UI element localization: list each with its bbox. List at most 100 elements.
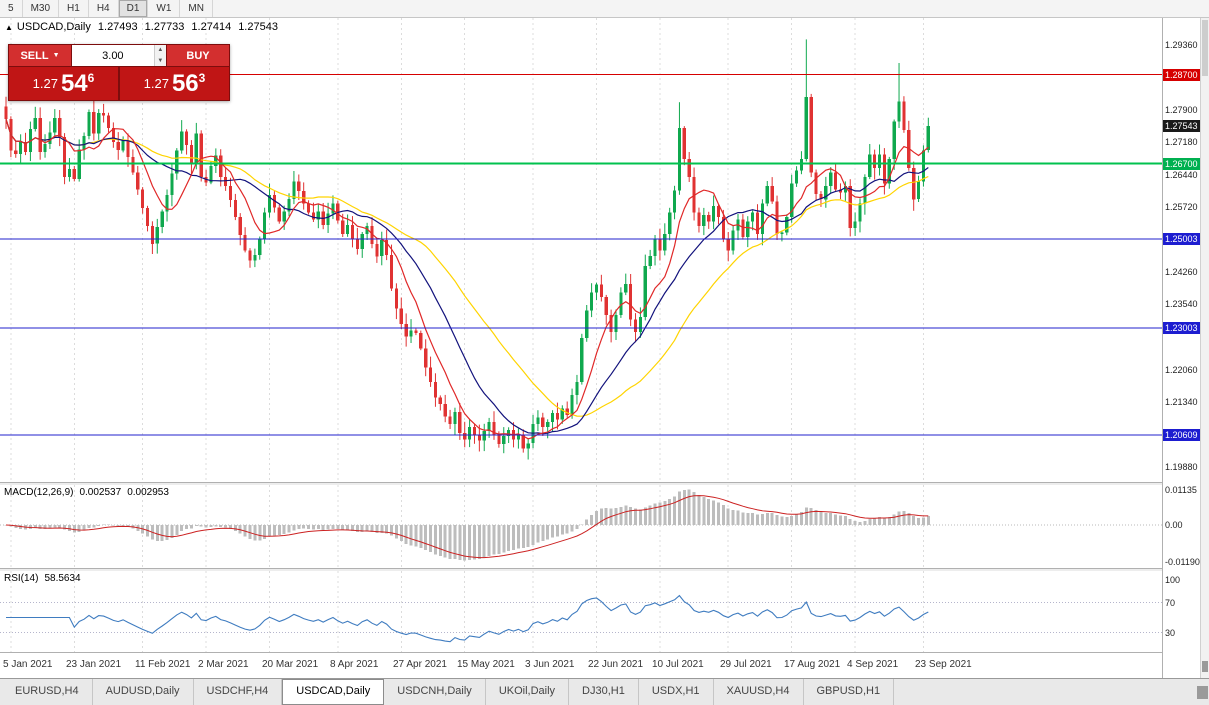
date-label: 22 Jun 2021 — [588, 659, 644, 670]
macd-axis-label: 0.00 — [1165, 520, 1183, 530]
chart-workspace: ▲ USDCAD,Daily 1.27493 1.27733 1.27414 1.2754… — [0, 18, 1209, 678]
chart-tab-gbpusd-h1[interactable]: GBPUSD,H1 — [804, 679, 895, 705]
volume-down-button[interactable]: ▼ — [154, 55, 166, 66]
date-label: 17 Aug 2021 — [784, 659, 841, 670]
price-chart-canvas[interactable] — [0, 18, 1162, 482]
macd-canvas[interactable] — [0, 485, 1162, 568]
date-label: 29 Jul 2021 — [720, 659, 772, 670]
rsi-canvas[interactable] — [0, 571, 1162, 652]
sell-price-prefix: 1.27 — [32, 76, 58, 91]
sell-button[interactable]: SELL ▼ — [9, 45, 71, 66]
volume-up-button[interactable]: ▲ — [154, 45, 166, 56]
macd-axis-label: 0.01135 — [1165, 485, 1197, 495]
macd-panel[interactable]: MACD(12,26,9) 0.002537 0.002953 — [0, 485, 1162, 568]
sell-button-label: SELL — [20, 49, 49, 62]
chart-tab-ukoil-daily[interactable]: UKOil,Daily — [486, 679, 570, 705]
chart-tabs-bar: EURUSD,H4 AUDUSD,Daily USDCHF,H4 USDCAD,Dai… — [0, 678, 1209, 705]
rsi-line — [6, 594, 929, 643]
date-axis[interactable]: 5 Jan 2021 23 Jan 2021 11 Feb 2021 2 Mar 20… — [0, 652, 1162, 678]
date-label: 20 Mar 2021 — [262, 659, 319, 670]
rsi-value: 58.5634 — [44, 573, 81, 584]
scrollbar-thumb[interactable] — [1202, 20, 1208, 76]
sell-price-sup: 6 — [87, 71, 95, 85]
price-tick: 1.27900 — [1165, 105, 1198, 115]
buy-price-prefix: 1.27 — [143, 76, 169, 91]
panel-splitter[interactable] — [0, 482, 1162, 485]
volume-box: ▲ ▼ — [72, 45, 166, 66]
panel-splitter[interactable] — [0, 568, 1162, 571]
price-tick: 1.22060 — [1165, 365, 1198, 375]
rsi-axis-label: 70 — [1165, 598, 1176, 608]
one-click-trading-panel: SELL ▼ ▲ ▼ BUY — [8, 44, 230, 101]
macd-axis-label: -0.01190 — [1165, 557, 1200, 567]
chart-tab-audusd-daily[interactable]: AUDUSD,Daily — [93, 679, 194, 705]
rsi-panel[interactable]: RSI(14) 58.5634 — [0, 571, 1162, 652]
main-chart-panel[interactable]: ▲ USDCAD,Daily 1.27493 1.27733 1.27414 1.2754… — [0, 18, 1162, 482]
macd-value-main: 0.002537 — [79, 487, 122, 498]
price-tick: 1.25720 — [1165, 202, 1198, 212]
price-tick: 1.26440 — [1165, 170, 1198, 180]
timeframe-m30[interactable]: M30 — [23, 0, 60, 17]
sell-price-button[interactable]: 1.27 54 6 — [9, 67, 118, 100]
price-axis[interactable]: 1.29360 1.27900 1.27180 1.26440 1.25720 1.242… — [1162, 18, 1200, 678]
macd-label: MACD(12,26,9) — [4, 487, 74, 498]
rsi-axis-label: 30 — [1165, 628, 1176, 638]
date-label: 27 Apr 2021 — [393, 659, 447, 670]
chart-tab-usdx-h1[interactable]: USDX,H1 — [639, 679, 714, 705]
one-click-toggle-icon[interactable]: ▲ — [5, 23, 13, 32]
ma-line-34[interactable] — [5, 118, 929, 417]
candles — [4, 39, 930, 460]
buy-price-button[interactable]: 1.27 56 3 — [120, 67, 229, 100]
date-label: 4 Sep 2021 — [847, 659, 899, 670]
macd-label-row: MACD(12,26,9) 0.002537 0.002953 — [4, 487, 175, 498]
sell-dropdown-caret-icon: ▼ — [52, 52, 60, 59]
sell-price-big: 54 — [60, 69, 88, 97]
ma-line-8[interactable] — [5, 118, 929, 440]
hline-blue-1-badge[interactable]: 1.25003 — [1163, 233, 1200, 245]
hline-blue-2-badge[interactable]: 1.23003 — [1163, 322, 1200, 334]
tab-scroll-button[interactable] — [1197, 685, 1208, 699]
ohlc-low: 1.27414 — [191, 21, 232, 33]
date-label: 10 Jul 2021 — [652, 659, 704, 670]
vertical-scrollbar[interactable] — [1200, 18, 1209, 678]
ohlc-open: 1.27493 — [97, 21, 138, 33]
current-price-badge: 1.27543 — [1163, 120, 1200, 132]
ohlc-high: 1.27733 — [144, 21, 185, 33]
price-tick: 1.24260 — [1165, 267, 1198, 277]
chart-tab-xauusd-h4[interactable]: XAUUSD,H4 — [714, 679, 804, 705]
rsi-label: RSI(14) — [4, 573, 39, 584]
chart-tab-usdchf-h4[interactable]: USDCHF,H4 — [194, 679, 283, 705]
timeframe-h1[interactable]: H1 — [59, 0, 89, 17]
chart-tab-usdcad-daily[interactable]: USDCAD,Daily — [282, 679, 385, 705]
volume-input[interactable] — [72, 45, 154, 66]
date-label: 23 Sep 2021 — [915, 659, 972, 670]
chart-tab-usdcnh-daily[interactable]: USDCNH,Daily — [384, 679, 486, 705]
chart-tabs-strip: EURUSD,H4 AUDUSD,Daily USDCHF,H4 USDCAD,Dai… — [2, 679, 895, 705]
timeframe-h4[interactable]: H4 — [89, 0, 119, 17]
macd-histogram — [4, 489, 930, 561]
buy-button[interactable]: BUY — [167, 45, 229, 66]
hline-red-badge[interactable]: 1.28700 — [1163, 69, 1200, 81]
timeframe-d1[interactable]: D1 — [118, 0, 149, 17]
buy-price-big: 56 — [171, 69, 199, 97]
chart-tab-eurusd-h4[interactable]: EURUSD,H4 — [2, 679, 93, 705]
timeframe-w1[interactable]: W1 — [148, 0, 181, 17]
date-label: 3 Jun 2021 — [525, 659, 575, 670]
chart-tab-dj30-h1[interactable]: DJ30,H1 — [569, 679, 639, 705]
timeframe-toolbar: 5 M30 H1 H4 D1 W1 MN — [0, 0, 1209, 18]
macd-value-signal: 0.002953 — [127, 487, 169, 498]
hline-green-badge[interactable]: 1.26700 — [1163, 158, 1200, 170]
date-label: 5 Jan 2021 — [3, 659, 53, 670]
hline-blue-3-badge[interactable]: 1.20609 — [1163, 429, 1200, 441]
buy-price-sup: 3 — [198, 71, 206, 85]
price-tick: 1.29360 — [1165, 40, 1198, 50]
timeframe-mn[interactable]: MN — [180, 0, 213, 17]
price-tick: 1.19880 — [1165, 462, 1198, 472]
date-label: 23 Jan 2021 — [66, 659, 122, 670]
price-tick: 1.27180 — [1165, 137, 1198, 147]
price-tick: 1.21340 — [1165, 397, 1198, 407]
date-label: 11 Feb 2021 — [135, 659, 191, 670]
scrollbar-grip[interactable] — [1202, 661, 1208, 672]
timeframe-5[interactable]: 5 — [0, 0, 23, 17]
